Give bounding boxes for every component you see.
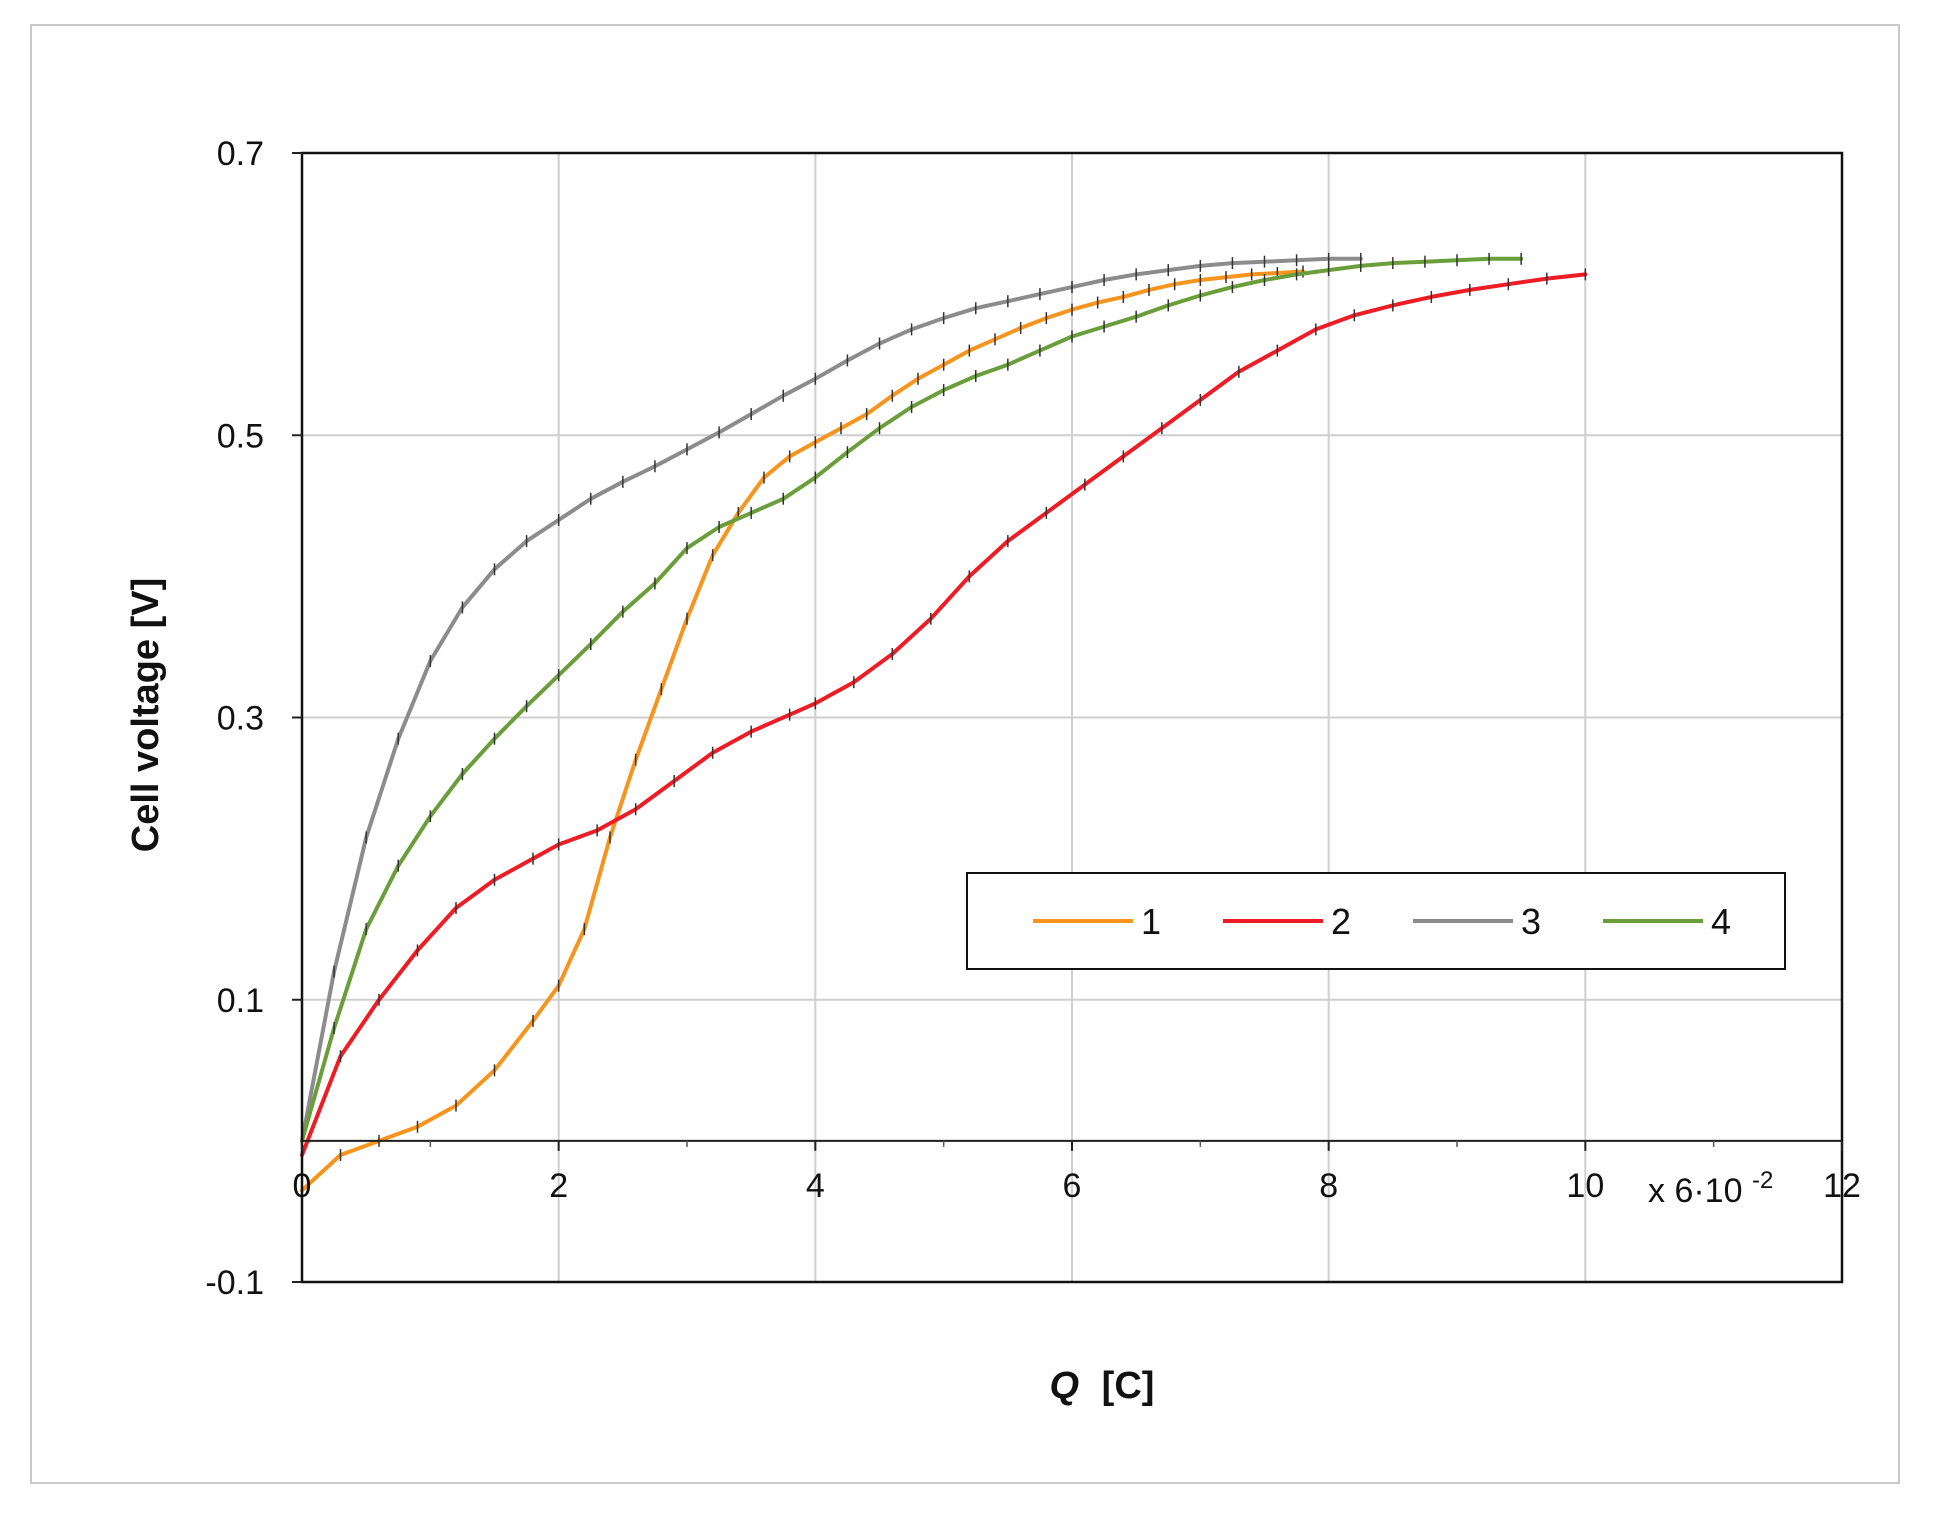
x-axis-multiplier: x 6·10 -2 xyxy=(1648,1167,1773,1210)
legend-label-2: 2 xyxy=(1331,901,1351,942)
grid-lines xyxy=(302,152,1842,1283)
y-tick-label: 0.7 xyxy=(217,135,264,173)
x-tick-label: 4 xyxy=(806,1167,825,1205)
legend-label-4: 4 xyxy=(1711,901,1731,942)
x-axis-title-unit: [C] xyxy=(1102,1365,1155,1407)
legend-label-1: 1 xyxy=(1141,901,1161,942)
y-tick-label: 0.3 xyxy=(217,700,264,738)
chart-frame xyxy=(30,24,1900,1484)
series-line-4 xyxy=(300,256,1524,1143)
x-axis-title: Q [C] xyxy=(1050,1365,1155,1407)
series-line-2 xyxy=(300,272,1588,1157)
x-tick-label: 0 xyxy=(293,1167,312,1205)
legend: 1 2 3 4 xyxy=(966,872,1786,970)
x-tick-label: 2 xyxy=(549,1167,568,1205)
series-line-1 xyxy=(300,269,1305,1193)
series-lines xyxy=(300,252,1588,1197)
y-tick-label: 0.1 xyxy=(217,982,264,1020)
x-axis-title-variable: Q xyxy=(1050,1365,1080,1407)
x-tick-label: 6 xyxy=(1063,1167,1082,1205)
x-tick-label: 8 xyxy=(1319,1167,1338,1205)
tick-labels: -0.10.10.30.50.70 2 4 6 8 10 12 xyxy=(205,135,1861,1302)
y-axis-title: Cell voltage [V] xyxy=(125,578,167,853)
y-tick-label: 0.5 xyxy=(217,417,264,455)
x-axis-multiplier-base: x 6·10 xyxy=(1648,1172,1743,1210)
axes xyxy=(292,151,1844,1284)
y-tick-label: -0.1 xyxy=(205,1264,264,1302)
legend-label-3: 3 xyxy=(1521,901,1541,942)
x-tick-label: 10 xyxy=(1566,1167,1604,1205)
x-tick-label: 12 xyxy=(1823,1167,1861,1205)
series-line-3 xyxy=(300,256,1363,1143)
x-axis-multiplier-exponent: -2 xyxy=(1752,1167,1773,1194)
